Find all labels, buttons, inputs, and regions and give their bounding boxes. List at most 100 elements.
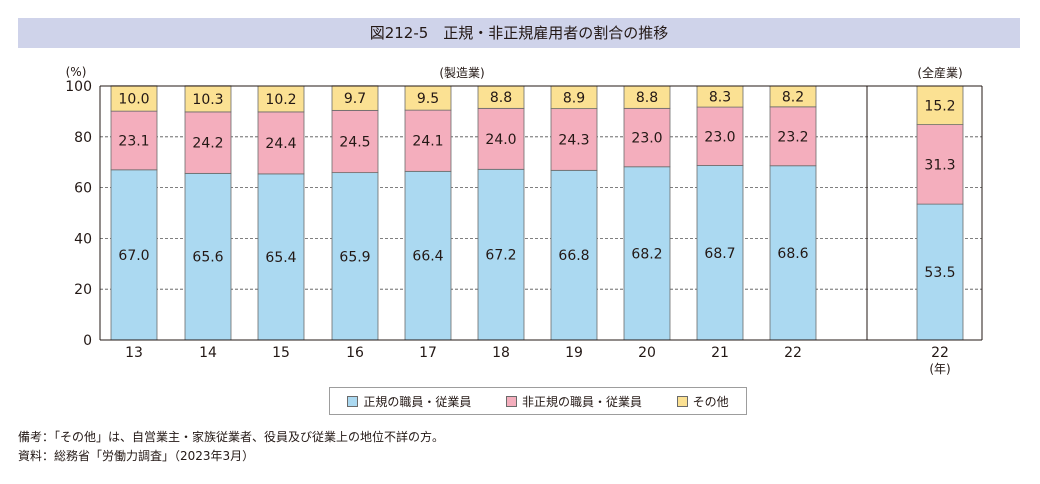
data-label-regular-3: 65.9 <box>339 249 370 265</box>
x-tick-label-2: 15 <box>272 345 290 361</box>
chart-title: 図212-5 正規・非正規雇用者の割合の推移 <box>369 24 669 42</box>
data-label-non_regular-9: 23.2 <box>777 129 808 145</box>
data-label-other-7: 8.8 <box>636 90 658 106</box>
axes <box>99 85 983 341</box>
data-label-non_regular-10: 31.3 <box>924 157 955 173</box>
group-label-all-industries: (全産業) <box>917 65 962 80</box>
bar-segment-non_regular-0 <box>110 110 158 171</box>
bar-segment-regular-6 <box>550 169 598 341</box>
data-label-other-5: 8.8 <box>490 90 512 106</box>
legend-item-regular: 正規の職員・従業員 <box>347 393 471 410</box>
bar-segment-other-0 <box>110 85 158 112</box>
data-label-non_regular-8: 23.0 <box>704 129 735 145</box>
bar-segment-non_regular-1 <box>184 111 232 174</box>
x-unit-label: (年) <box>929 362 950 376</box>
data-label-regular-10: 53.5 <box>924 265 955 281</box>
data-label-other-1: 10.3 <box>192 92 223 108</box>
bars <box>110 85 964 341</box>
x-tick-label-7: 20 <box>638 345 656 361</box>
data-label-other-10: 15.2 <box>924 98 955 114</box>
bar-segment-regular-1 <box>184 172 232 341</box>
bar-segment-regular-8 <box>696 165 744 341</box>
legend-item-non-regular: 非正規の職員・従業員 <box>505 393 642 410</box>
bar-segment-non_regular-6 <box>550 108 598 171</box>
group-label-manufacturing: (製造業) <box>439 66 484 80</box>
bar-segment-non_regular-5 <box>477 107 525 170</box>
legend-label-non-regular: 非正規の職員・従業員 <box>521 394 642 409</box>
notes: 備考：「その他」は、自営業主・家族従業者、役員及び従業上の地位不詳の方。 資料：… <box>18 428 444 466</box>
x-tick-label-1: 14 <box>199 345 217 361</box>
legend-swatch-other <box>676 395 688 407</box>
data-label-non_regular-2: 24.4 <box>265 136 296 152</box>
bar-segment-non_regular-10 <box>916 124 964 205</box>
data-label-non_regular-3: 24.5 <box>339 134 370 150</box>
bar-segment-regular-5 <box>477 168 525 341</box>
labels: 0 20 40 60 80 100 67.0 23.1 10.0 13 65.6 24.2 10.3 14… <box>65 65 962 376</box>
y-unit-label: (%) <box>66 65 87 79</box>
data-label-non_regular-7: 23.0 <box>631 131 662 147</box>
legend-swatch-regular <box>347 395 359 407</box>
y-tick-label-40: 40 <box>74 231 92 247</box>
title-bar: 図212-5 正規・非正規雇用者の割合の推移 <box>18 18 1020 48</box>
bar-segment-regular-3 <box>331 172 379 341</box>
bar-segment-regular-7 <box>623 166 671 341</box>
bar-segment-other-2 <box>257 85 305 113</box>
data-label-non_regular-6: 24.3 <box>558 132 589 148</box>
bar-segment-non_regular-2 <box>257 111 305 175</box>
legend-swatch-non-regular <box>505 395 517 407</box>
data-label-other-3: 9.7 <box>344 91 366 107</box>
x-tick-label-5: 18 <box>492 345 510 361</box>
legend: 正規の職員・従業員 非正規の職員・従業員 その他 <box>329 387 747 415</box>
source-note: 資料：総務省「労働力調査」（2023年3月） <box>18 449 255 463</box>
legend-label-regular: 正規の職員・従業員 <box>363 394 472 409</box>
bar-segment-non_regular-9 <box>769 106 817 167</box>
data-label-regular-9: 68.6 <box>777 246 808 262</box>
x-tick-label-3: 16 <box>346 345 364 361</box>
bar-segment-regular-4 <box>404 170 452 341</box>
y-tick-label-100: 100 <box>65 79 92 95</box>
data-label-other-2: 10.2 <box>265 92 296 108</box>
data-label-non_regular-0: 23.1 <box>118 133 149 149</box>
bar-segment-regular-9 <box>769 165 817 341</box>
x-tick-label-10: 22 <box>931 345 949 361</box>
data-label-regular-7: 68.2 <box>631 246 662 262</box>
bar-segment-other-4 <box>404 85 452 111</box>
data-label-other-8: 8.3 <box>709 90 731 106</box>
data-label-other-4: 9.5 <box>417 91 439 107</box>
y-tick-label-60: 60 <box>74 181 92 197</box>
data-label-regular-2: 65.4 <box>265 250 296 266</box>
y-tick-label-20: 20 <box>74 282 92 298</box>
legend-label-other: その他 <box>692 394 729 409</box>
legend-item-other: その他 <box>676 393 729 410</box>
data-label-regular-4: 66.4 <box>412 249 443 265</box>
y-tick-label-0: 0 <box>83 333 92 349</box>
bar-segment-regular-10 <box>916 203 964 341</box>
data-label-other-9: 8.2 <box>782 89 804 105</box>
data-label-regular-6: 66.8 <box>558 248 589 264</box>
bar-segment-regular-2 <box>257 173 305 341</box>
x-tick-label-4: 17 <box>419 345 437 361</box>
data-label-regular-8: 68.7 <box>704 246 735 262</box>
grid-lines <box>100 85 982 290</box>
bar-segment-non_regular-7 <box>623 107 671 168</box>
bar-segment-other-10 <box>916 85 964 126</box>
data-label-regular-0: 67.0 <box>118 248 149 264</box>
remark-note: 備考：「その他」は、自営業主・家族従業者、役員及び従業上の地位不詳の方。 <box>18 430 445 444</box>
bar-segment-non_regular-4 <box>404 109 452 172</box>
data-label-non_regular-4: 24.1 <box>412 134 443 150</box>
bar-segment-non_regular-3 <box>331 109 379 174</box>
x-tick-label-0: 13 <box>125 345 143 361</box>
bar-segment-non_regular-8 <box>696 106 744 166</box>
data-label-other-0: 10.0 <box>118 91 149 107</box>
y-tick-label-80: 80 <box>74 130 92 146</box>
stacked-bar-chart: 0 20 40 60 80 100 67.0 23.1 10.0 13 65.6 24.2 10.3 14… <box>65 65 983 376</box>
data-label-other-6: 8.9 <box>563 90 585 106</box>
bar-segment-other-1 <box>184 85 232 113</box>
x-tick-label-9: 22 <box>784 345 802 361</box>
data-label-non_regular-5: 24.0 <box>485 132 516 148</box>
bar-segment-other-3 <box>331 85 379 111</box>
data-label-regular-1: 65.6 <box>192 250 223 266</box>
x-tick-label-8: 21 <box>711 345 729 361</box>
data-label-non_regular-1: 24.2 <box>192 136 223 152</box>
data-label-regular-5: 67.2 <box>485 248 516 264</box>
